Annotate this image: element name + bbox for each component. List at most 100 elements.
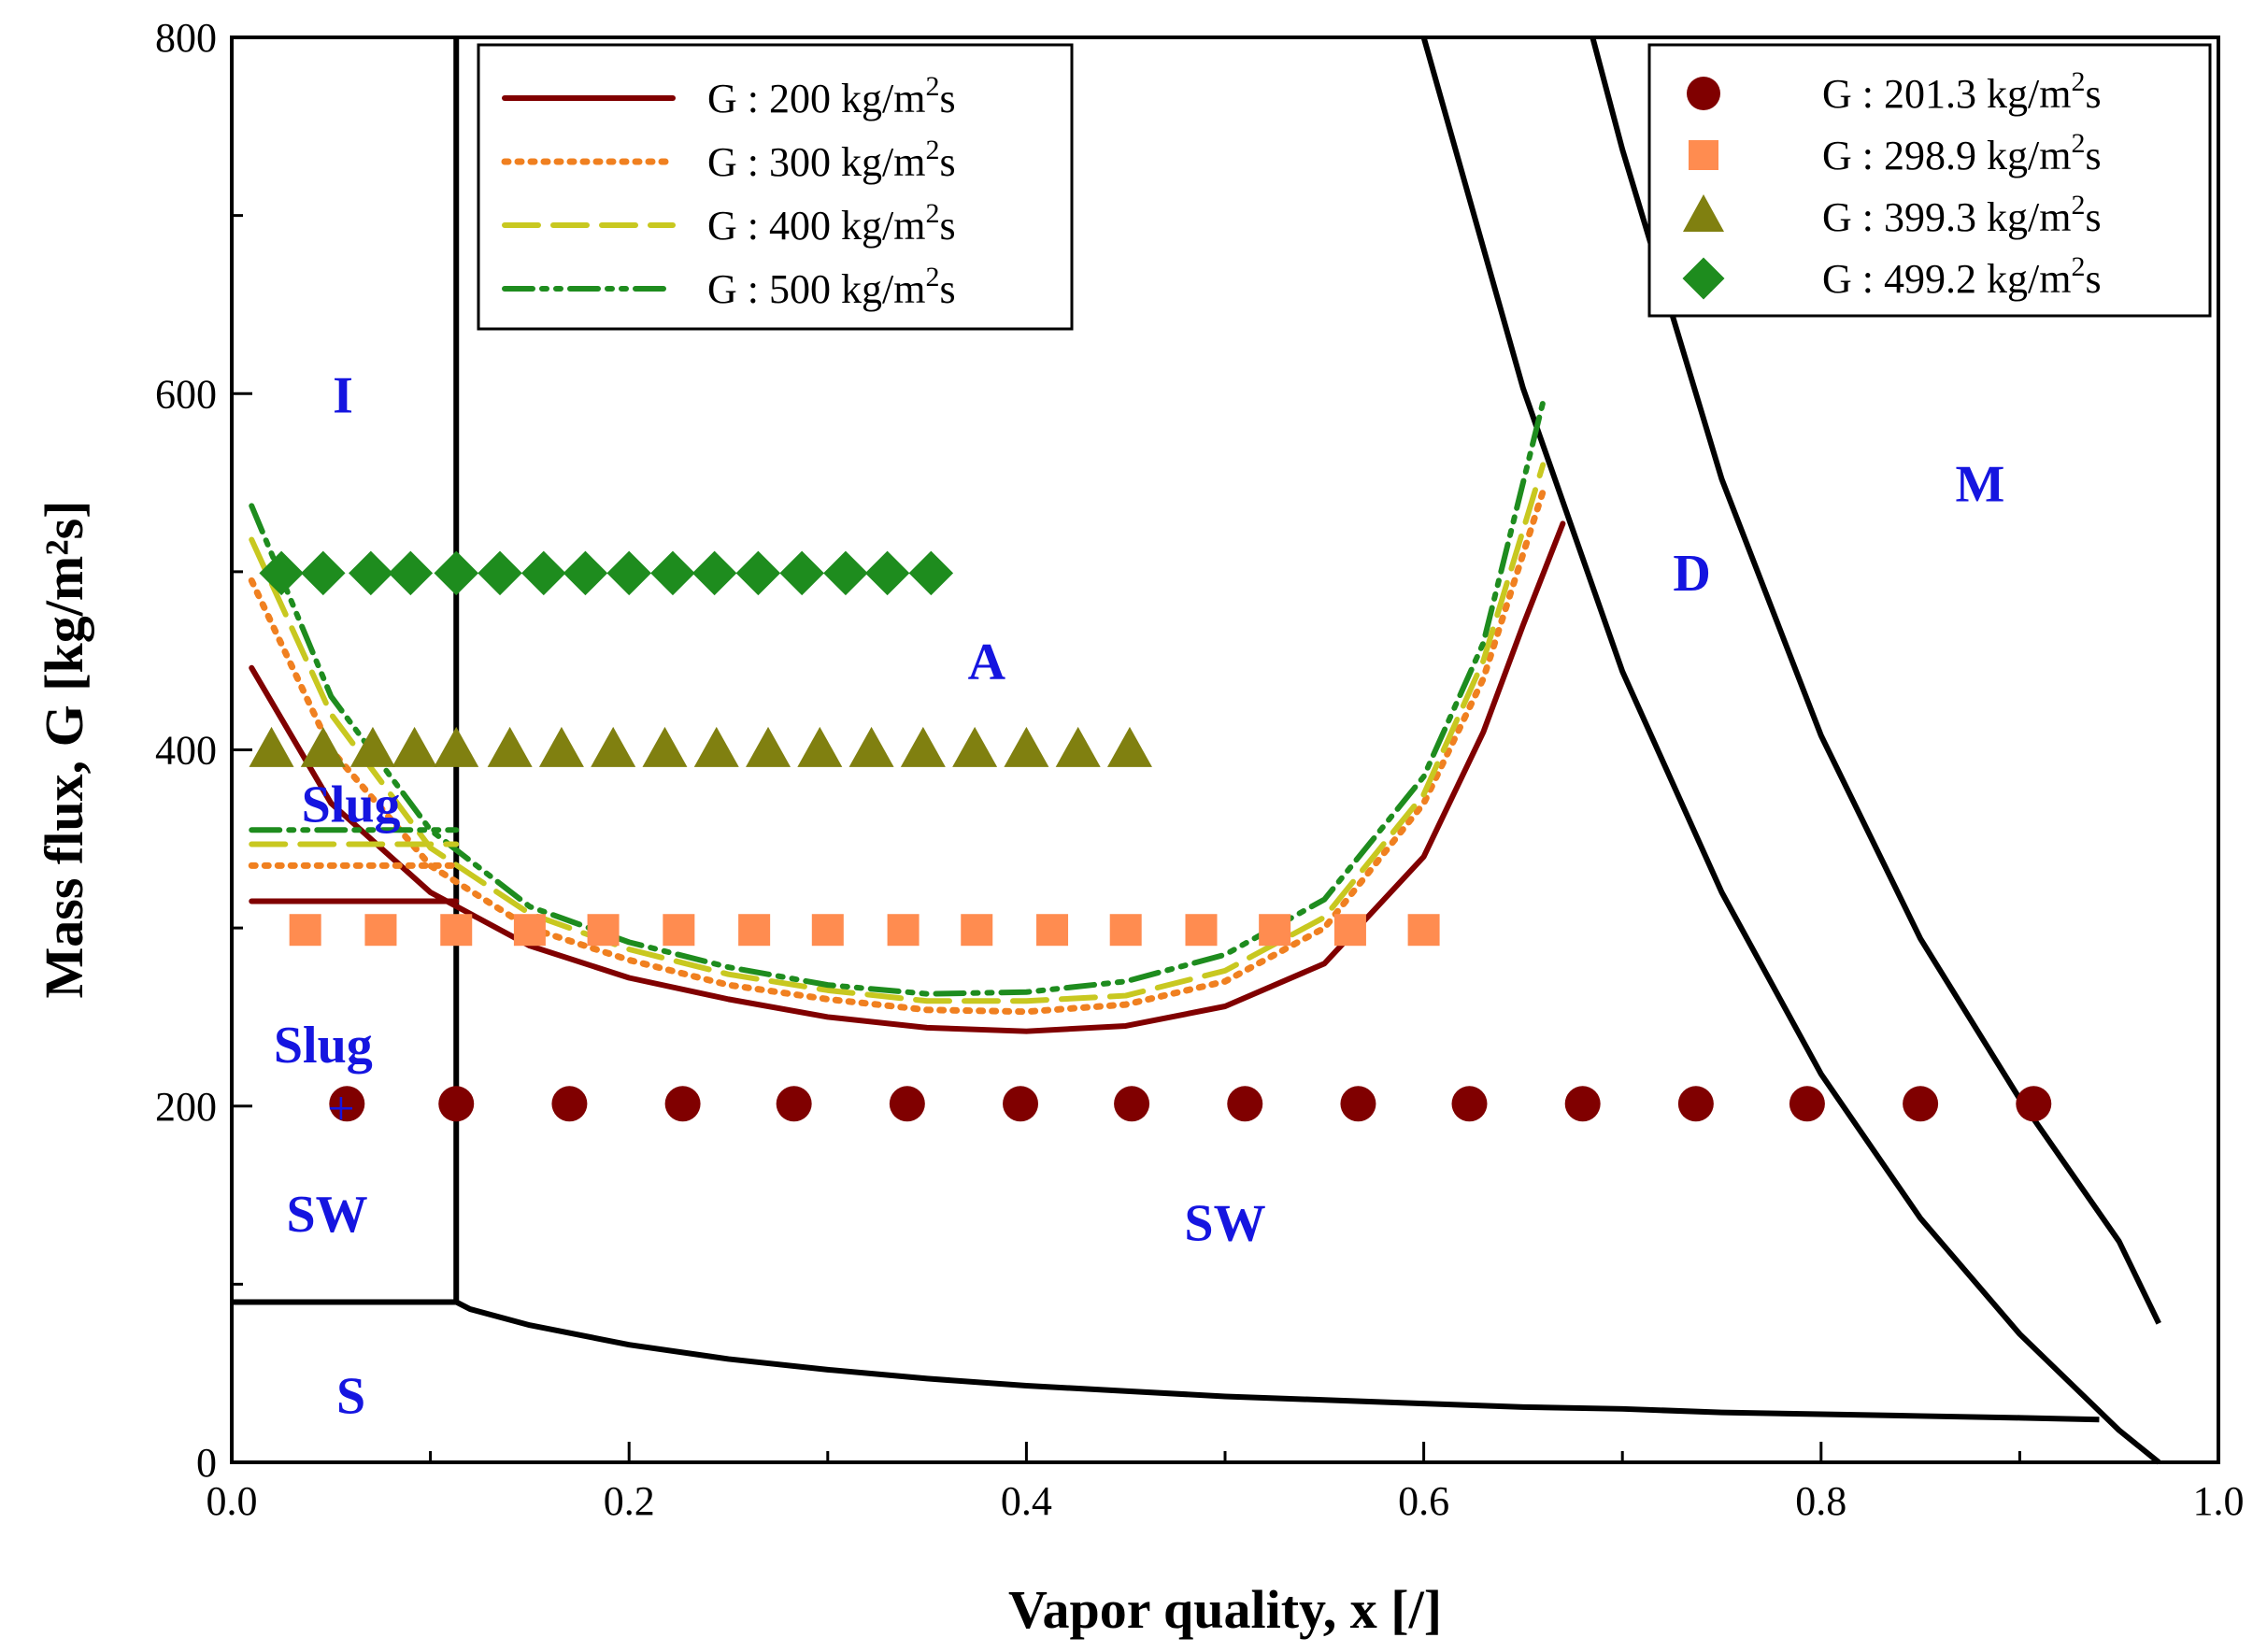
data-point-square bbox=[1109, 914, 1142, 947]
data-point-triangle bbox=[952, 726, 998, 767]
data-point-square bbox=[961, 914, 993, 947]
data-point-diamond bbox=[259, 550, 304, 596]
region-label: D bbox=[1673, 545, 1710, 603]
data-point-square bbox=[1407, 914, 1440, 947]
data-point-square bbox=[1185, 914, 1218, 947]
data-point-diamond bbox=[521, 550, 566, 596]
data-point-diamond bbox=[434, 550, 478, 596]
data-point-square bbox=[289, 914, 321, 947]
data-point-triangle bbox=[642, 726, 688, 767]
x-tick-label: 0.4 bbox=[1001, 1478, 1052, 1524]
x-tick-label: 0.6 bbox=[1398, 1478, 1449, 1524]
x-tick-label: 0.2 bbox=[604, 1478, 655, 1524]
region-label: SW bbox=[1184, 1195, 1265, 1253]
regime-boundary bbox=[232, 1299, 2100, 1423]
x-axis-ticks: 0.0 0.2 0.4 0.6 0.8 1.0 bbox=[207, 1442, 2245, 1524]
data-point-triangle bbox=[797, 726, 843, 767]
data-point-circle bbox=[1451, 1086, 1488, 1122]
x-axis-title: Vapor quality, x [/] bbox=[1008, 1579, 1442, 1640]
y-tick-label: 0 bbox=[196, 1440, 217, 1486]
data-point-circle bbox=[1227, 1086, 1263, 1122]
y-tick-label: 200 bbox=[155, 1084, 217, 1130]
data-point-circle bbox=[2016, 1086, 2052, 1122]
legend-label: G : 499.2 kg/m2s bbox=[1822, 251, 2102, 302]
data-point-diamond bbox=[650, 550, 695, 596]
y-tick-label: 800 bbox=[155, 15, 217, 61]
y-tick-label: 600 bbox=[155, 371, 217, 417]
data-point-square bbox=[1259, 914, 1291, 947]
data-point-circle bbox=[1003, 1086, 1039, 1122]
data-point-square bbox=[1689, 140, 1718, 170]
model-line bbox=[249, 462, 1547, 1004]
data-point-diamond bbox=[735, 550, 781, 596]
data-point-triangle bbox=[1004, 726, 1049, 767]
data-point-circle bbox=[1114, 1086, 1150, 1122]
data-point-diamond bbox=[779, 550, 824, 596]
legend-label: G : 300 kg/m2s bbox=[707, 135, 956, 185]
data-point-diamond bbox=[349, 550, 393, 596]
data-points: + bbox=[249, 550, 2052, 1136]
legend-label: G : 298.9 kg/m2s bbox=[1822, 128, 2102, 178]
data-point-circle bbox=[889, 1086, 925, 1122]
legend-label: G : 201.3 kg/m2s bbox=[1822, 66, 2102, 117]
data-point-circle bbox=[551, 1086, 588, 1122]
data-point-circle bbox=[1903, 1086, 1939, 1122]
data-point-square bbox=[811, 914, 844, 947]
y-tick-label: 400 bbox=[155, 728, 217, 774]
data-point-diamond bbox=[1682, 257, 1725, 300]
model-line bbox=[248, 488, 1547, 1016]
data-point-diamond bbox=[388, 550, 434, 596]
data-point-triangle bbox=[693, 726, 739, 767]
data-point-triangle bbox=[434, 726, 479, 767]
data-point-circle bbox=[1789, 1086, 1825, 1122]
x-tick-label: 0.0 bbox=[207, 1478, 258, 1524]
region-labels: I A Slug Slug SW SW S D M bbox=[274, 366, 2004, 1425]
data-point-circle bbox=[1687, 77, 1720, 110]
x-tick-label: 0.8 bbox=[1795, 1478, 1846, 1524]
data-point-triangle bbox=[1055, 726, 1101, 767]
data-point-circle bbox=[1564, 1086, 1601, 1122]
data-point-diamond bbox=[301, 550, 346, 596]
data-point-triangle bbox=[746, 726, 791, 767]
x-tick-label: 1.0 bbox=[2193, 1478, 2245, 1524]
data-point-square bbox=[1036, 914, 1069, 947]
data-point-circle bbox=[1677, 1086, 1714, 1122]
legend-label: G : 500 kg/m2s bbox=[707, 262, 956, 312]
data-point-circle bbox=[664, 1086, 701, 1122]
plus-marker: + bbox=[327, 1083, 354, 1136]
data-point-triangle bbox=[392, 726, 437, 767]
data-point-square bbox=[887, 914, 920, 947]
data-point-circle bbox=[776, 1086, 812, 1122]
y-axis-title: Mass flux, G [kg/m²s] bbox=[34, 501, 94, 999]
data-point-diamond bbox=[823, 550, 868, 596]
data-point-triangle bbox=[300, 726, 346, 767]
legend-label: G : 399.3 kg/m2s bbox=[1822, 190, 2102, 240]
region-label: Slug bbox=[302, 776, 401, 834]
legend-label: G : 200 kg/m2s bbox=[707, 71, 956, 121]
data-point-square bbox=[1333, 914, 1366, 947]
region-label: SW bbox=[286, 1186, 367, 1244]
legend-marker-triangle bbox=[1683, 194, 1724, 232]
data-point-triangle bbox=[591, 726, 636, 767]
data-point-triangle bbox=[900, 726, 946, 767]
data-point-triangle bbox=[1106, 726, 1152, 767]
data-point-triangle bbox=[848, 726, 894, 767]
y-axis-ticks: 0 200 400 600 800 bbox=[155, 15, 252, 1486]
data-point-triangle bbox=[249, 726, 294, 767]
regime-boundary bbox=[1420, 36, 2161, 1465]
data-point-circle bbox=[329, 1086, 365, 1122]
data-point-triangle bbox=[349, 726, 395, 767]
region-label: S bbox=[336, 1368, 365, 1426]
data-point-triangle bbox=[487, 726, 533, 767]
data-point-diamond bbox=[478, 550, 522, 596]
region-label: I bbox=[333, 366, 353, 424]
legend-data-points: G : 201.3 kg/m2s G : 298.9 kg/m2s G : 399.… bbox=[1647, 43, 2212, 318]
data-point-diamond bbox=[692, 550, 737, 596]
model-line bbox=[249, 520, 1566, 1034]
regime-boundary bbox=[1590, 36, 2161, 1325]
legend-label: G : 400 kg/m2s bbox=[707, 198, 956, 249]
region-label: A bbox=[968, 634, 1006, 691]
data-point-square bbox=[738, 914, 771, 947]
data-point-diamond bbox=[606, 550, 651, 596]
